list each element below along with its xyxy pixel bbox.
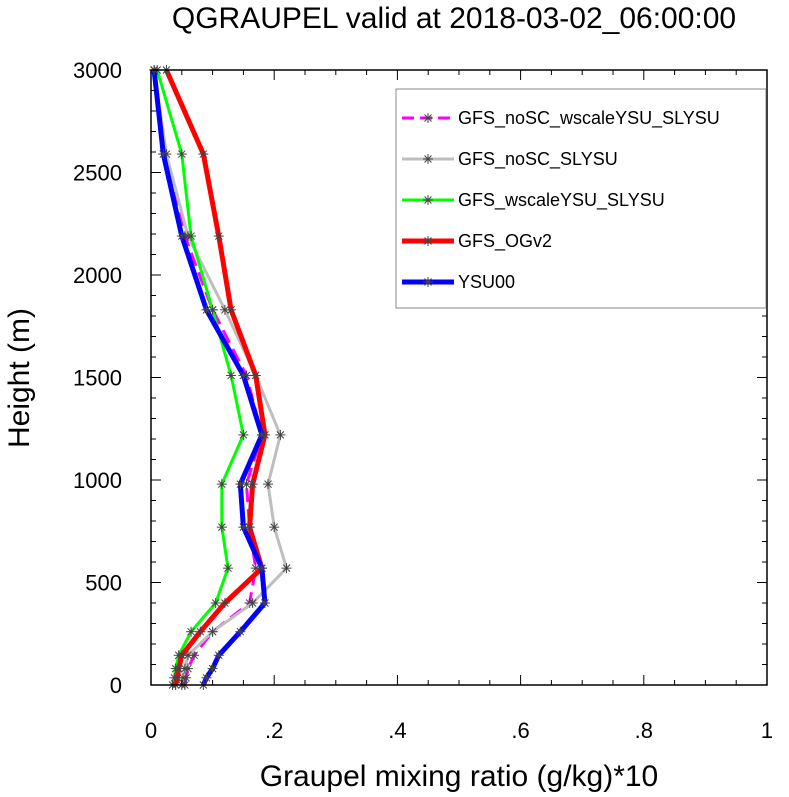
series-point-marker [195,626,206,637]
series-point-marker [223,563,233,574]
legend-marker [423,277,433,287]
legend-marker [423,113,433,123]
series-point-marker [178,672,189,683]
series-point-marker [216,522,227,533]
legend-marker [423,195,433,205]
series-point-marker [256,563,267,574]
series-point-marker [247,479,258,490]
series-point-marker [210,598,221,608]
series-point-marker [275,429,286,440]
series-point-marker [259,598,270,608]
series-point-marker [238,429,249,440]
y-axis-label: Height (m) [3,308,36,448]
series-point-marker [173,663,184,674]
series-point-marker [235,479,246,490]
series-point-marker [238,522,249,533]
x-axis-label: Graupel mixing ratio (g/kg)*10 [260,760,659,793]
series-point-marker [256,429,267,440]
y-tick-label: 3000 [73,58,122,83]
series-point-marker [244,522,255,533]
series-point-marker [176,231,187,242]
x-tick-label: 1 [761,718,773,743]
series-point-marker [201,304,212,315]
series-point-marker [186,626,197,637]
legend-marker [423,154,433,164]
series-point-marker [176,650,187,661]
series-point-marker [207,626,218,637]
y-tick-label: 1500 [73,366,122,391]
legend-marker [423,236,433,246]
x-tick-label: .4 [388,718,406,743]
series-point-marker [158,149,169,160]
x-tick-label: .8 [635,718,653,743]
series-point-marker [226,304,237,315]
y-tick-label: 2000 [73,263,122,288]
series-point-marker [247,598,258,608]
series-point-marker [216,479,227,490]
legend-label: GFS_OGv2 [458,231,552,252]
plot-area [149,65,292,690]
x-tick-label: .2 [265,718,283,743]
series-point-marker [172,672,183,683]
x-tick-label: .6 [511,718,529,743]
y-tick-label: 1000 [73,468,122,493]
legend-label: GFS_noSC_wscaleYSU_SLYSU [458,108,720,129]
legend-label: YSU00 [458,272,515,292]
y-tick-label: 500 [85,571,122,596]
legend-label: GFS_wscaleYSU_SLYSU [458,190,665,211]
axis-ticks: 0 .2 .4 .6 .8 1 0 500 1000 1500 2000 2500 3000 [73,58,773,743]
series-point-marker [250,370,261,381]
y-tick-label: 2500 [73,161,122,186]
series-point-marker [269,522,280,533]
series-point-marker [213,231,224,242]
series-point-marker [201,672,212,683]
y-tick-label: 0 [110,673,122,698]
series-line-0 [152,69,264,686]
legend: GFS_noSC_wscaleYSU_SLYSU GFS_noSC_SLYSU GF… [395,88,767,309]
series-point-marker [207,663,218,674]
series-point-marker [219,598,230,608]
series-point-marker [198,149,209,160]
legend-label: GFS_noSC_SLYSU [458,149,618,170]
series-point-marker [235,626,246,637]
series-point-marker [213,650,224,661]
series-point-marker [263,479,274,490]
series-point-marker [186,231,197,242]
series-point-marker [281,563,292,574]
series-point-marker [238,370,249,381]
series-point-marker [176,149,187,160]
series-point-marker [226,370,237,381]
legend-box [395,88,767,309]
chart-title: QGRAUPEL valid at 2018-03-02_06:00:00 [172,2,736,35]
x-tick-label: 0 [145,718,157,743]
